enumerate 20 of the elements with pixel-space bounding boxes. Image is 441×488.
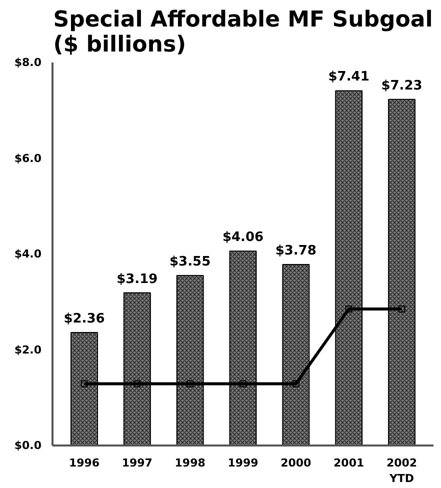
x-tick-label: 1996: [68, 456, 100, 470]
y-tick-label: $4.0: [14, 248, 42, 260]
x-tick-label: 1999: [228, 456, 258, 470]
x-tick-label: 1997: [122, 456, 152, 470]
x-tick-label: 2001: [334, 456, 364, 470]
data-label: $3.19: [116, 272, 158, 287]
x-tick-label: 2002 YTD: [386, 456, 418, 486]
data-label: $3.55: [170, 254, 211, 270]
data-label: $4.06: [222, 230, 264, 246]
data-label: $7.41: [328, 70, 370, 85]
x-tick-label: 2000: [280, 456, 312, 470]
x-tick-label: 1998: [174, 456, 206, 470]
y-tick-label: $2.0: [14, 343, 42, 356]
y-tick-label: $6.0: [14, 152, 42, 165]
data-label: $7.23: [381, 78, 422, 94]
chart-title: Special Affordable MF Subgoal ($ billions): [53, 8, 433, 58]
y-tick-label: $8.0: [14, 56, 42, 69]
data-label: $2.36: [64, 312, 105, 327]
data-label: $3.78: [275, 244, 316, 259]
y-tick-label: $0.0: [14, 439, 42, 452]
